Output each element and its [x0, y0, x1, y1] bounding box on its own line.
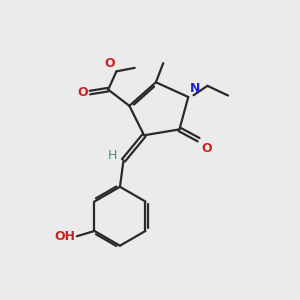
Text: O: O: [77, 86, 88, 99]
Text: O: O: [104, 57, 115, 70]
Text: O: O: [201, 142, 211, 155]
Text: OH: OH: [54, 230, 75, 243]
Text: N: N: [190, 82, 201, 94]
Text: H: H: [108, 148, 117, 161]
